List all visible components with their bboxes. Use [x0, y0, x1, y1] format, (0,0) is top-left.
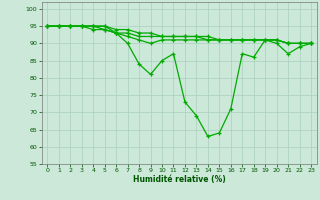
X-axis label: Humidité relative (%): Humidité relative (%)	[133, 175, 226, 184]
